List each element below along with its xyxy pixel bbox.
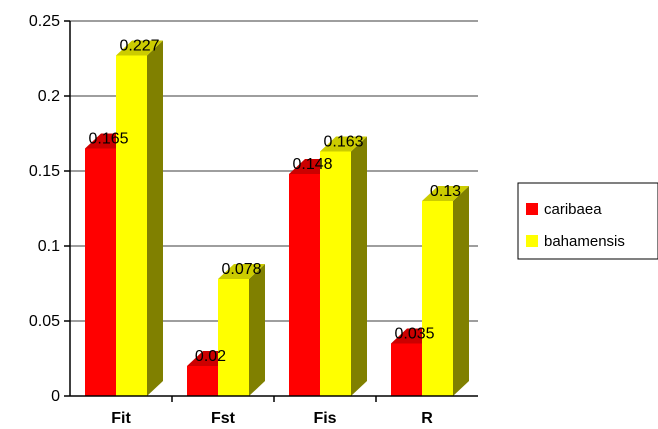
bar-side-bahamensis-fst bbox=[249, 264, 265, 396]
bar-top-bahamensis-r bbox=[422, 186, 469, 201]
y-tick-label-1: 0.05 bbox=[29, 313, 60, 330]
bar-side-bahamensis-r bbox=[453, 186, 469, 396]
legend: caribaea bahamensis bbox=[517, 182, 658, 260]
data-label-bahamensis-fst: 0.078 bbox=[221, 261, 261, 278]
legend-swatch-caribaea bbox=[526, 203, 538, 215]
bar-bahamensis-fst bbox=[218, 264, 265, 396]
legend-label-caribaea: caribaea bbox=[544, 201, 602, 218]
legend-box bbox=[517, 182, 658, 260]
bar-front-bahamensis-fst bbox=[218, 279, 249, 396]
axes bbox=[64, 20, 478, 402]
data-label-bahamensis-r: 0.13 bbox=[430, 183, 461, 200]
data-label-bahamensis-fis: 0.163 bbox=[323, 134, 363, 151]
bar-top-bahamensis-fit bbox=[116, 40, 163, 56]
y-tick-label-4: 0.2 bbox=[38, 88, 60, 105]
bar-top-bahamensis-fst bbox=[218, 264, 265, 279]
bar-front-bahamensis-r bbox=[422, 201, 453, 396]
data-label-caribaea-fit: 0.165 bbox=[88, 131, 128, 148]
bar-front-bahamensis-fit bbox=[116, 55, 147, 396]
bar-bahamensis-fit bbox=[116, 40, 163, 396]
data-label-caribaea-r: 0.035 bbox=[394, 326, 434, 343]
data-label-bahamensis-fit: 0.227 bbox=[119, 38, 159, 55]
bar-side-bahamensis-fis bbox=[351, 136, 367, 396]
data-label-caribaea-fis: 0.148 bbox=[292, 156, 332, 173]
y-tick-labels: 0 0.05 0.1 0.15 0.2 0.25 bbox=[29, 13, 60, 405]
bar-front-caribaea-fit bbox=[85, 148, 116, 396]
bar-side-bahamensis-fit bbox=[147, 40, 163, 396]
bar-bahamensis-r bbox=[422, 186, 469, 396]
category-label-r: R bbox=[421, 410, 433, 427]
bar-front-bahamensis-fis bbox=[320, 151, 351, 396]
bar-bahamensis-fis bbox=[320, 136, 367, 396]
y-tick-label-3: 0.15 bbox=[29, 163, 60, 180]
category-label-fit: Fit bbox=[111, 410, 131, 427]
bar-front-caribaea-fis bbox=[289, 174, 320, 396]
bar-front-caribaea-fst bbox=[187, 366, 218, 396]
bar-front-caribaea-r bbox=[391, 343, 422, 396]
data-label-caribaea-fst: 0.02 bbox=[195, 348, 226, 365]
category-labels: Fit Fst Fis R bbox=[111, 410, 433, 427]
bars bbox=[85, 40, 469, 396]
legend-label-bahamensis: bahamensis bbox=[544, 233, 625, 250]
category-label-fst: Fst bbox=[211, 410, 236, 427]
legend-swatch-bahamensis bbox=[526, 235, 538, 247]
y-tick-label-2: 0.1 bbox=[38, 238, 60, 255]
category-label-fis: Fis bbox=[313, 410, 336, 427]
bar-top-bahamensis-fis bbox=[320, 136, 367, 152]
y-tick-label-0: 0 bbox=[51, 388, 60, 405]
y-tick-label-5: 0.25 bbox=[29, 13, 60, 30]
data-labels: 0.165 0.227 0.02 0.078 0.148 0.163 0.035 0.13 bbox=[88, 38, 461, 366]
